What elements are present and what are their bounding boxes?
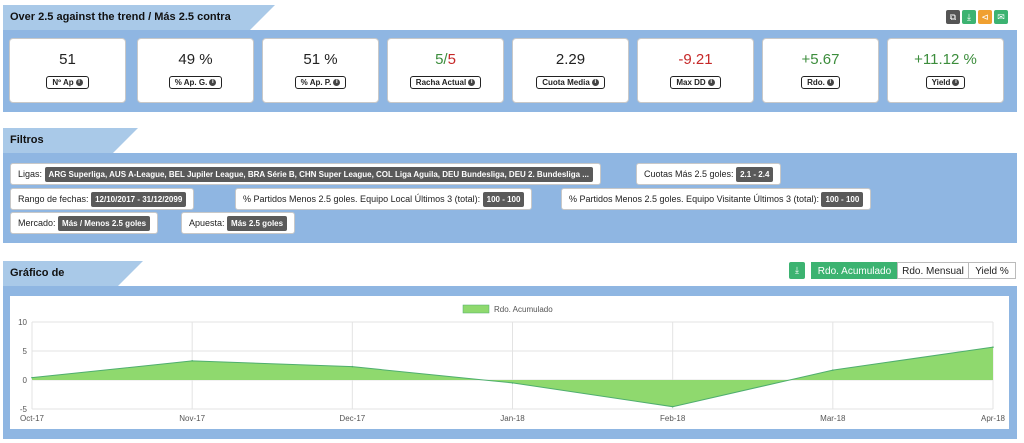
filter-label: % Partidos Menos 2.5 goles. Equipo Local… (243, 194, 481, 204)
stat-card-racha-actual: 5/5 Racha Actual i (387, 38, 504, 103)
stat-value: 2.29 (555, 51, 586, 68)
filter-label: Cuotas Más 2.5 goles: (644, 169, 734, 179)
stat-card-rdo: +5.67 Rdo. i (762, 38, 879, 103)
stat-label[interactable]: Nº Ap i (46, 76, 89, 89)
stat-value: 51 (59, 51, 76, 68)
stat-card-pct-ap-g: 49 % % Ap. G. i (137, 38, 254, 103)
data-point (31, 376, 33, 379)
legend-label: Rdo. Acumulado (494, 305, 553, 314)
filter-value: 12/10/2017 - 31/12/2099 (91, 192, 187, 208)
tab-yield[interactable]: Yield % (968, 262, 1016, 279)
data-point (832, 369, 834, 371)
stat-label[interactable]: Max DD i (670, 76, 721, 89)
filter-ligas: Ligas: ARG Superliga, AUS A-League, BEL … (10, 163, 601, 185)
filter-mercado: Mercado: Más / Menos 2.5 goles (10, 212, 159, 234)
x-tick-label: Feb-18 (660, 414, 686, 423)
info-icon: i (952, 79, 960, 87)
stat-value: +5.67 (801, 51, 840, 68)
y-tick-label: -5 (20, 405, 28, 414)
tab-rdo-mensual[interactable]: Rdo. Mensual (897, 262, 969, 279)
filter-value: 100 - 100 (482, 192, 525, 208)
filter-value: Más 2.5 goles (227, 216, 288, 232)
stats-panel: 51 Nº Ap i 49 % % Ap. G. i 51 % % Ap. P. i … (3, 30, 1017, 112)
filter-cuotas: Cuotas Más 2.5 goles: 2.1 - 2.4 (636, 163, 782, 185)
filter-label: Mercado: (18, 218, 56, 228)
stat-value: -9.21 (678, 51, 713, 68)
filter-label: % Partidos Menos 2.5 goles. Equipo Visit… (569, 194, 819, 204)
data-point (511, 382, 514, 384)
info-icon: i (826, 79, 834, 87)
x-tick-label: Oct-17 (20, 414, 45, 423)
stat-card-max-dd: -9.21 Max DD i (637, 38, 754, 103)
filters-title: Filtros Seleccionados (3, 128, 138, 171)
stat-label[interactable]: Cuota Media i (536, 76, 605, 89)
stat-value: 51 % (303, 51, 338, 68)
stat-label[interactable]: Yield i (925, 76, 966, 89)
data-point (351, 365, 354, 368)
filter-apuesta: Apuesta: Más 2.5 goles (181, 212, 296, 234)
x-tick-label: Jan-18 (500, 414, 525, 423)
stat-value: 49 % (178, 51, 213, 68)
legend-swatch (462, 304, 490, 314)
filter-visitante-ultimos: % Partidos Menos 2.5 goles. Equipo Visit… (561, 188, 872, 210)
share-icon[interactable]: ⊲ (978, 10, 992, 24)
stat-label[interactable]: % Ap. G. i (168, 76, 223, 89)
info-icon: i (209, 79, 217, 87)
results-chart: 10 5 0 -5 Oct-17 Nov-17 Dec-17 Jan-18 Feb-18 Mar-… (10, 296, 1009, 429)
series-area (32, 347, 993, 407)
info-icon: i (75, 79, 83, 87)
x-tick-label: Mar-18 (820, 414, 846, 423)
email-icon[interactable]: ✉ (994, 10, 1008, 24)
copy-icon[interactable]: ⧉ (946, 10, 960, 24)
filter-label: Ligas: (18, 169, 43, 179)
filter-value: 2.1 - 2.4 (736, 167, 774, 183)
stat-value: 5/5 (435, 51, 456, 68)
filter-label: Rango de fechas: (18, 194, 89, 204)
x-tick-label: Dec-17 (339, 414, 365, 423)
strategy-title: Over 2.5 against the trend / Más 2.5 con… (3, 5, 275, 48)
stat-value: +11.12 % (914, 51, 977, 68)
filter-value: ARG Superliga, AUS A-League, BEL Jupiler… (44, 167, 593, 183)
stat-card-pct-ap-p: 51 % % Ap. P. i (262, 38, 379, 103)
download-icon[interactable]: ⤓ (962, 10, 976, 24)
filter-rango-fechas: Rango de fechas: 12/10/2017 - 31/12/2099 (10, 188, 195, 210)
info-icon: i (333, 79, 341, 87)
x-tick-label: Nov-17 (179, 414, 205, 423)
stat-card-yield: +11.12 % Yield i (887, 38, 1004, 103)
y-tick-label: 0 (23, 376, 28, 385)
chart-download-icon[interactable]: ⤓ (789, 262, 805, 279)
info-icon: i (591, 79, 599, 87)
stat-label[interactable]: % Ap. P. i (294, 76, 347, 89)
data-point (671, 405, 674, 408)
info-icon: i (468, 79, 476, 87)
info-icon: i (707, 79, 715, 87)
filter-label: Apuesta: (189, 218, 225, 228)
stat-card-n-ap: 51 Nº Ap i (9, 38, 126, 103)
stat-card-cuota-media: 2.29 Cuota Media i (512, 38, 629, 103)
filters-panel: Ligas: ARG Superliga, AUS A-League, BEL … (3, 153, 1017, 243)
tab-rdo-acumulado[interactable]: Rdo. Acumulado (811, 262, 898, 279)
results-title: Gráfico de Resultados (3, 261, 143, 304)
data-point (191, 360, 193, 362)
filter-value: 100 - 100 (821, 192, 864, 208)
x-tick-label: Apr-18 (981, 414, 1006, 423)
y-tick-label: 10 (18, 318, 27, 327)
filter-value: Más / Menos 2.5 goles (58, 216, 151, 232)
stat-label[interactable]: Racha Actual i (409, 76, 482, 89)
data-point (992, 346, 994, 348)
y-tick-label: 5 (23, 347, 28, 356)
filter-local-ultimos: % Partidos Menos 2.5 goles. Equipo Local… (235, 188, 533, 210)
stat-label[interactable]: Rdo. i (801, 76, 840, 89)
